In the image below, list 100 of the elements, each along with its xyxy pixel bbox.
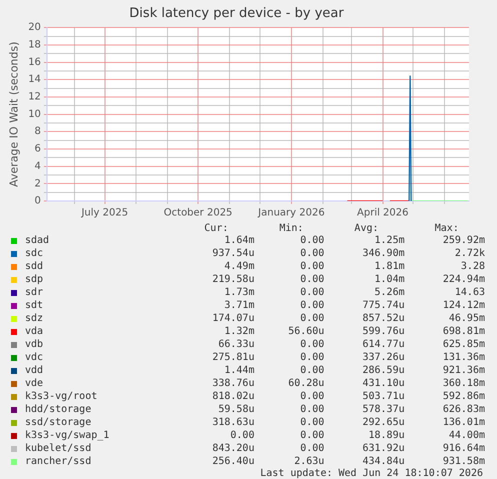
legend-label: ssd/storage bbox=[24, 416, 92, 429]
text: 338.76u bbox=[211, 377, 254, 390]
text: 0.00 bbox=[299, 403, 324, 416]
text: 1.04m bbox=[374, 273, 405, 286]
text: 0.00 bbox=[299, 390, 324, 403]
text: 0.00 bbox=[299, 338, 324, 351]
text: 698.81m bbox=[442, 325, 485, 338]
text: 286.59u bbox=[361, 364, 405, 377]
legend-label: vdd bbox=[24, 364, 44, 377]
text: 1.32m bbox=[223, 325, 254, 338]
legend-label: vde bbox=[24, 377, 44, 390]
text: 2.63u bbox=[293, 455, 324, 468]
text: Min: bbox=[278, 222, 304, 234]
y-tick-label: 12 bbox=[28, 92, 41, 103]
legend-label: hdd/storage bbox=[24, 403, 92, 416]
text: 224.94m bbox=[442, 273, 485, 286]
text: 625.85m bbox=[442, 338, 485, 351]
text: 59.58u bbox=[217, 403, 254, 416]
text: 0.00 bbox=[299, 442, 324, 455]
chart-title: Disk latency per device - by year bbox=[129, 6, 344, 22]
text: 1.25m bbox=[374, 234, 405, 247]
legend-label: k3s3-vg/swap_1 bbox=[24, 429, 110, 442]
text: 626.83m bbox=[442, 403, 485, 416]
legend-label: sdr bbox=[24, 286, 44, 299]
text: 3.71m bbox=[223, 299, 254, 312]
y-tick-label: 6 bbox=[34, 144, 41, 155]
text: 275.81u bbox=[211, 351, 254, 364]
y-tick-label: 0 bbox=[34, 196, 41, 207]
text: 259.92m bbox=[442, 234, 485, 247]
text: 0.00 bbox=[299, 260, 324, 273]
text: 921.36m bbox=[442, 364, 485, 377]
y-tick-label: 16 bbox=[28, 56, 41, 68]
text: 592.86m bbox=[442, 390, 485, 403]
text: 434.84u bbox=[361, 455, 405, 468]
text: 219.58u bbox=[211, 273, 254, 286]
text: 0.00 bbox=[299, 247, 324, 260]
y-tick-label: 2 bbox=[34, 178, 41, 190]
text: 292.65u bbox=[361, 416, 405, 429]
text: 631.92u bbox=[361, 442, 405, 455]
text: 0.00 bbox=[229, 429, 254, 442]
text: 360.18m bbox=[442, 377, 485, 390]
text: 14.63 bbox=[454, 286, 485, 299]
legend-label: kubelet/ssd bbox=[24, 442, 92, 455]
text: 256.40u bbox=[211, 455, 254, 468]
text: Avg: bbox=[353, 222, 380, 234]
text: 60.28u bbox=[287, 377, 324, 390]
legend-label: sdz bbox=[24, 312, 44, 325]
legend-label: rancher/ssd bbox=[24, 455, 92, 468]
legend-label: sdc bbox=[24, 247, 44, 260]
text: 131.36m bbox=[442, 351, 485, 364]
legend-label: vdb bbox=[24, 338, 44, 351]
text: 0.00 bbox=[299, 312, 324, 325]
legend-label: vdc bbox=[24, 351, 44, 364]
y-tick-label: 8 bbox=[34, 126, 41, 138]
text: 46.95m bbox=[448, 312, 485, 325]
x-tick-label: April 2026 bbox=[357, 208, 408, 219]
text: 0.00 bbox=[299, 299, 324, 312]
text: 5.26m bbox=[374, 286, 405, 299]
text: 0.00 bbox=[299, 416, 324, 429]
text: 1.73m bbox=[223, 286, 254, 299]
text: 136.01m bbox=[442, 416, 485, 429]
text: 431.10u bbox=[361, 377, 405, 390]
text: 346.90m bbox=[361, 247, 405, 260]
legend-label: sdd bbox=[24, 260, 44, 273]
text: 0.00 bbox=[299, 351, 324, 364]
text: 0.00 bbox=[299, 234, 324, 247]
text: 124.12m bbox=[442, 299, 485, 312]
text: 857.52u bbox=[361, 312, 405, 325]
legend-label: sdt bbox=[24, 299, 44, 312]
text: 818.02u bbox=[211, 390, 254, 403]
text: 599.76u bbox=[361, 325, 405, 338]
y-tick-label: 18 bbox=[28, 40, 41, 51]
text: 1.64m bbox=[223, 234, 254, 247]
text: 843.20u bbox=[211, 442, 254, 455]
text: 4.49m bbox=[223, 260, 254, 273]
text: 337.26u bbox=[361, 351, 405, 364]
legend-label: sdad bbox=[24, 234, 50, 247]
y-tick-label: 4 bbox=[34, 160, 41, 172]
x-tick-label: July 2025 bbox=[80, 208, 128, 219]
y-tick-label: 10 bbox=[28, 108, 41, 120]
text: 1.81m bbox=[374, 260, 405, 273]
text: 66.33u bbox=[217, 338, 254, 351]
legend-label: sdp bbox=[24, 273, 44, 286]
text: 775.74u bbox=[361, 299, 405, 312]
text: 0.00 bbox=[299, 273, 324, 286]
text: 0.00 bbox=[299, 286, 324, 299]
text: Max: bbox=[434, 222, 460, 234]
text: 937.54u bbox=[211, 247, 254, 260]
text: 578.37u bbox=[361, 403, 405, 416]
y-tick-label: 20 bbox=[28, 22, 41, 34]
text: 614.77u bbox=[361, 338, 405, 351]
x-tick-label: October 2025 bbox=[164, 208, 232, 219]
legend-label: k3s3-vg/root bbox=[24, 390, 98, 403]
legend-label: vda bbox=[24, 325, 44, 338]
text: 0.00 bbox=[299, 429, 324, 442]
y-tick-label: 14 bbox=[28, 74, 41, 86]
text: 931.58m bbox=[442, 455, 485, 468]
text: 1.44m bbox=[223, 364, 254, 377]
x-tick-label: January 2026 bbox=[257, 208, 325, 219]
text: 503.71u bbox=[361, 390, 405, 403]
